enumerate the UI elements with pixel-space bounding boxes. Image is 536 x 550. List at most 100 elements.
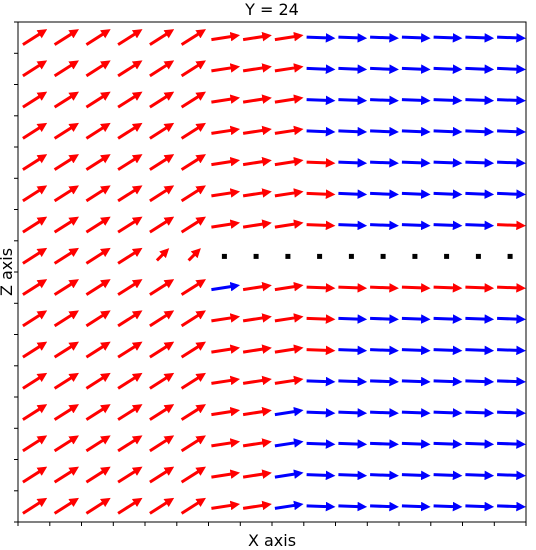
vector-arrow-red — [53, 60, 79, 78]
vector-arrow-red — [85, 372, 111, 390]
vector-arrow-red — [22, 310, 48, 328]
vector-arrow-red — [242, 156, 272, 167]
vector-arrow-blue — [497, 376, 526, 387]
vector-arrow-red — [180, 404, 207, 421]
vector-arrow-red — [149, 310, 175, 328]
vector-arrow-blue — [401, 314, 431, 324]
vector-arrow-blue — [433, 126, 463, 137]
vector-arrow-red — [117, 341, 143, 359]
vector-arrow-blue — [497, 189, 526, 199]
vector-arrow-blue — [370, 126, 399, 137]
vector-arrow-red — [53, 310, 79, 328]
vector-arrow-blue — [306, 126, 336, 137]
vector-arrow-red — [211, 313, 241, 323]
vector-arrow-blue — [370, 501, 399, 512]
vector-arrow-blue — [465, 501, 495, 512]
vector-arrow-red — [85, 60, 111, 78]
vector-arrow-red — [187, 248, 201, 262]
vector-arrow-red — [211, 469, 241, 479]
vector-arrow-blue — [497, 64, 526, 74]
vector-arrow-blue — [465, 376, 495, 387]
vector-arrow-red — [117, 435, 143, 453]
vector-arrow-red — [274, 125, 304, 136]
vector-arrow-blue — [433, 314, 463, 324]
vector-arrow-red — [306, 345, 336, 356]
dot-marker — [507, 253, 513, 259]
vector-arrow-red — [149, 29, 175, 46]
vector-arrow-red — [53, 435, 79, 453]
vector-arrow-red — [53, 91, 80, 109]
vector-arrow-red — [306, 283, 336, 293]
vector-arrow-blue — [306, 376, 336, 387]
vector-arrow-red — [117, 122, 143, 140]
vector-arrow-red — [211, 156, 241, 167]
vector-arrow-red — [85, 404, 111, 421]
dot-marker — [348, 253, 354, 259]
vector-arrow-red — [274, 344, 304, 354]
vector-arrow-red — [242, 31, 272, 42]
vector-arrow-red — [211, 344, 241, 354]
vector-arrow-blue — [401, 33, 431, 43]
axis-ticks — [14, 21, 527, 526]
vector-arrow-red — [53, 154, 80, 171]
vector-arrow-red — [274, 94, 304, 104]
vector-arrow-blue — [433, 220, 463, 231]
vector-arrow-red — [149, 497, 175, 515]
vector-arrow-red — [242, 469, 272, 479]
vector-arrow-red — [149, 466, 175, 484]
vector-arrow-blue — [465, 158, 495, 168]
vector-arrow-blue — [338, 158, 368, 168]
dot-marker — [380, 253, 386, 259]
vector-arrow-red — [465, 283, 495, 293]
vector-arrow-blue — [370, 33, 399, 43]
vector-arrow-red — [274, 281, 304, 292]
vector-arrow-red — [22, 279, 48, 296]
vector-arrow-red — [117, 497, 143, 515]
vector-arrow-blue — [433, 64, 463, 74]
vector-arrow-red — [274, 313, 304, 323]
vector-arrow-red — [53, 185, 79, 203]
vector-arrow-blue — [401, 158, 431, 168]
vector-arrow-red — [117, 216, 143, 234]
vector-arrow-red — [242, 406, 272, 417]
chart-title: Y = 24 — [244, 0, 299, 19]
vector-arrow-red — [53, 497, 79, 515]
vector-arrow-blue — [433, 158, 463, 168]
vector-arrow-blue — [370, 95, 399, 106]
vector-arrow-red — [211, 219, 241, 229]
vector-arrow-blue — [370, 64, 399, 74]
vector-arrow-red — [149, 185, 175, 203]
x-axis-label: X axis — [248, 531, 296, 550]
vector-arrow-blue — [306, 33, 336, 43]
vector-arrow-blue — [433, 408, 463, 418]
vector-arrow-blue — [433, 470, 463, 481]
vector-arrow-red — [149, 372, 175, 390]
vector-arrow-blue — [370, 470, 399, 481]
vector-arrow-blue — [338, 189, 368, 199]
vector-arrow-red — [242, 94, 272, 104]
vector-arrow-red — [22, 497, 48, 515]
vector-arrow-blue — [433, 345, 463, 356]
vector-arrow-red — [22, 122, 48, 140]
vector-arrow-blue — [338, 376, 368, 387]
vector-arrow-blue — [211, 281, 241, 292]
vector-arrow-red — [22, 154, 48, 171]
vector-arrow-blue — [497, 439, 526, 449]
vector-arrow-blue — [274, 469, 304, 479]
vector-arrow-blue — [306, 470, 336, 481]
vector-arrow-red — [306, 220, 336, 231]
vector-arrow-red — [211, 500, 241, 511]
vector-arrow-blue — [338, 95, 368, 106]
vector-arrow-red — [22, 216, 48, 234]
vector-arrow-red — [242, 219, 272, 229]
vector-arrow-red — [117, 279, 143, 296]
vector-arrow-red — [117, 372, 143, 390]
vector-arrow-red — [85, 279, 111, 296]
dot-marker — [412, 253, 418, 259]
vector-arrow-red — [149, 404, 175, 421]
vector-arrow-blue — [338, 439, 368, 449]
vector-arrow-blue — [497, 501, 526, 512]
vector-arrow-blue — [401, 470, 431, 481]
dot-marker — [285, 253, 291, 259]
